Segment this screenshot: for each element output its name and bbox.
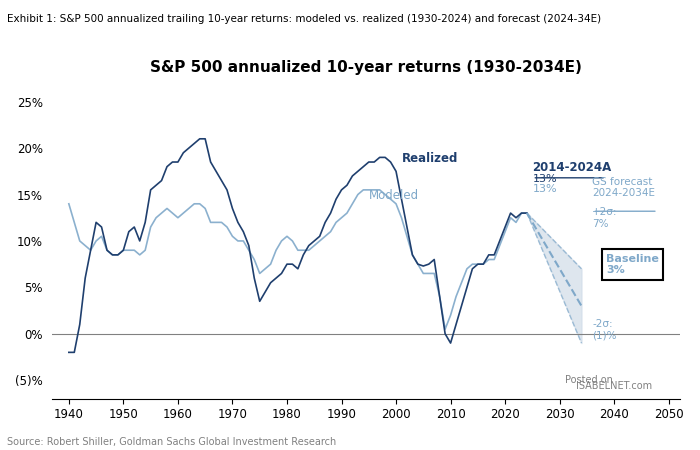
Text: ISABELNET.com: ISABELNET.com	[576, 382, 652, 392]
Text: 2014-2024A: 2014-2024A	[533, 161, 612, 174]
Text: -2σ:
(1)%: -2σ: (1)%	[592, 319, 617, 341]
Text: Realized: Realized	[402, 152, 458, 165]
Text: Baseline
3%: Baseline 3%	[606, 254, 659, 275]
Text: +2σ:
7%: +2σ: 7%	[592, 207, 618, 229]
Text: 13%: 13%	[533, 175, 557, 184]
Text: Modeled: Modeled	[369, 189, 419, 202]
Title: S&P 500 annualized 10-year returns (1930-2034E): S&P 500 annualized 10-year returns (1930…	[150, 60, 582, 75]
Text: 13%: 13%	[533, 184, 557, 194]
Text: Exhibit 1: S&P 500 annualized trailing 10-year returns: modeled vs. realized (19: Exhibit 1: S&P 500 annualized trailing 1…	[7, 14, 601, 23]
Text: Source: Robert Shiller, Goldman Sachs Global Investment Research: Source: Robert Shiller, Goldman Sachs Gl…	[7, 437, 336, 447]
Text: GS forecast
2024-2034E: GS forecast 2024-2034E	[592, 177, 655, 198]
Text: Posted on: Posted on	[565, 375, 613, 385]
